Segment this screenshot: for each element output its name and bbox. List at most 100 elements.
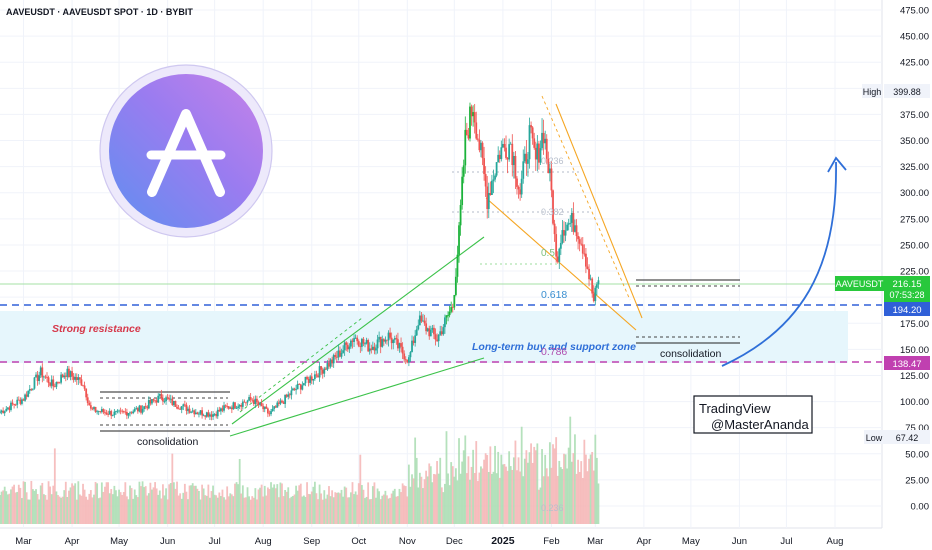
volume-bar — [514, 440, 517, 524]
volume-bar — [190, 485, 193, 524]
x-tick-label: Dec — [446, 536, 463, 547]
volume-bar — [157, 494, 160, 524]
candle-body — [547, 158, 550, 174]
candle-body — [246, 400, 249, 403]
volume-bar — [55, 491, 58, 524]
candle-body — [367, 340, 370, 352]
volume-bar — [406, 496, 409, 524]
volume-bar — [2, 490, 5, 524]
volume-bar — [149, 482, 152, 524]
candle-body — [445, 315, 448, 318]
candle-body — [8, 407, 11, 410]
candle-body — [127, 413, 130, 416]
y-tick-label: 325.00 — [900, 162, 929, 173]
volume-bar — [320, 493, 323, 524]
candle-body — [171, 398, 174, 405]
volume-bar — [417, 487, 420, 524]
candle-body — [379, 336, 382, 347]
candle-body — [38, 375, 41, 381]
candle-body — [418, 315, 421, 326]
volume-bar — [317, 499, 319, 524]
candle-body — [17, 399, 20, 401]
candle-body — [324, 368, 327, 370]
candle-body — [429, 329, 432, 337]
candle-body — [558, 248, 561, 262]
volume-bar — [511, 469, 514, 524]
volume-bar — [483, 459, 485, 524]
volume-bar — [426, 476, 429, 524]
candle-body — [544, 138, 547, 144]
volume-bar — [556, 475, 559, 524]
volume-bar — [401, 483, 404, 524]
candle-body — [487, 193, 490, 209]
volume-bar — [346, 497, 349, 524]
volume-bar — [213, 494, 216, 524]
candle-body — [295, 389, 297, 391]
candle-body — [273, 406, 276, 409]
candle-body — [364, 343, 366, 345]
x-tick-label: May — [682, 536, 700, 547]
candle-body — [72, 376, 75, 380]
volume-bar — [122, 492, 125, 524]
volume-bar — [387, 498, 390, 524]
volume-bar — [527, 462, 529, 524]
volume-bar — [516, 470, 518, 524]
candle-body — [365, 340, 368, 344]
volume-bar — [274, 488, 277, 524]
volume-bar — [292, 495, 294, 524]
y-tick-label: 475.00 — [900, 6, 929, 17]
candle-body — [492, 179, 495, 181]
volume-bar — [74, 483, 77, 524]
volume-bar — [21, 498, 23, 524]
volume-bar — [307, 493, 310, 524]
candle-body — [395, 338, 398, 340]
candle-body — [392, 339, 395, 344]
volume-bar — [290, 496, 293, 524]
volume-bar — [107, 482, 109, 524]
candle-body — [201, 410, 203, 416]
candle-body — [42, 376, 45, 378]
volume-bar — [97, 498, 100, 524]
candle-body — [292, 388, 294, 391]
volume-bar — [273, 484, 276, 524]
falling-wedge-mid — [541, 95, 631, 301]
candle-body — [265, 406, 268, 409]
candle-body — [213, 413, 216, 415]
candle-body — [284, 394, 287, 404]
volume-bar — [459, 473, 462, 524]
volume-bar — [82, 483, 84, 524]
candle-body — [497, 154, 500, 163]
candle-body — [130, 412, 133, 414]
y-tick-label: 225.00 — [900, 267, 929, 278]
candle-body — [559, 242, 562, 249]
volume-bar — [353, 494, 355, 524]
low-tag: Low 67.42 — [864, 430, 930, 444]
volume-bar — [303, 495, 305, 524]
candle-body — [501, 143, 504, 148]
volume-bar — [276, 484, 279, 524]
volume-bar — [169, 483, 172, 524]
volume-bar — [199, 499, 202, 524]
volume-bar — [241, 485, 244, 524]
fib-0236-volume-label: 0.236 — [541, 503, 564, 513]
last-price-tag[interactable]: AAVEUSDT 216.15 07:53:28 — [835, 276, 930, 302]
candle-body — [27, 390, 30, 397]
volume-bar — [102, 491, 105, 524]
volume-bar — [52, 485, 55, 524]
volume-bar — [522, 476, 525, 524]
volume-bar — [227, 496, 230, 524]
volume-bar — [550, 467, 553, 524]
candle-body — [542, 132, 545, 144]
x-tick-label: Jul — [209, 536, 221, 547]
candle-body — [371, 346, 374, 350]
candle-body — [221, 408, 224, 411]
volume-bar — [138, 481, 141, 524]
y-axis-ticks: 475.00450.00425.00400.00375.00350.00325.… — [900, 6, 929, 513]
candle-body — [229, 407, 232, 409]
volume-bar — [105, 482, 108, 524]
candle-body — [63, 375, 66, 378]
volume-bar — [24, 481, 26, 524]
volume-bar — [163, 495, 166, 524]
volume-bar — [558, 460, 561, 524]
